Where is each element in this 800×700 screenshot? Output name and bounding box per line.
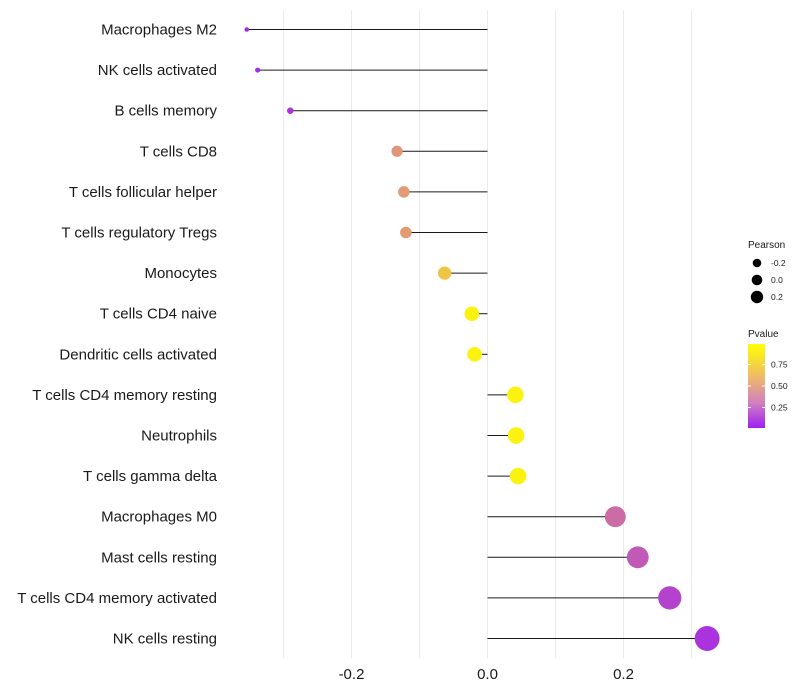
legend-pvalue: Pvalue 0.75 0.50 0.25 [748, 329, 788, 428]
category-label: NK cells activated [98, 62, 217, 79]
category-label: T cells CD4 memory activated [17, 590, 217, 607]
lollipop-point [626, 546, 649, 569]
lollipop-point [244, 27, 250, 32]
lollipop-point [287, 107, 294, 114]
legend-size-label: -0.2 [771, 258, 786, 268]
category-label: Mast cells resting [101, 549, 217, 566]
category-label: Neutrophils [141, 428, 217, 445]
x-tick-label: -0.2 [339, 666, 365, 683]
legend-color-label: 0.50 [771, 381, 788, 391]
category-label: T cells CD8 [140, 143, 217, 160]
category-label: T cells CD4 memory resting [32, 387, 217, 404]
category-label: Dendritic cells activated [59, 346, 217, 363]
category-labels: Macrophages M2 NK cells activated B cells … [17, 22, 217, 648]
legend-size-dot [752, 258, 762, 268]
category-label: T cells regulatory Tregs [61, 225, 217, 242]
category-label: T cells follicular helper [69, 184, 217, 201]
category-label: Macrophages M2 [101, 22, 217, 39]
x-axis-ticks: -0.2 0.0 0.2 [339, 666, 634, 683]
category-label: T cells CD4 naive [100, 306, 217, 323]
lollipop-point [694, 626, 720, 651]
lollipop-point [400, 226, 412, 239]
lollipop-point [604, 506, 626, 528]
lollipop-point [464, 306, 480, 321]
lollipop-points [244, 27, 720, 651]
lollipop-point [391, 145, 403, 157]
lollipop-sticks [246, 29, 708, 639]
legend-color-label: 0.25 [771, 402, 788, 412]
category-label: Macrophages M0 [101, 509, 217, 526]
legend-size-dot [750, 290, 764, 304]
x-tick-label: 0.0 [477, 666, 498, 683]
legend-color-label: 0.75 [771, 360, 788, 370]
category-label: NK cells resting [113, 631, 217, 648]
legend-size-label: 0.0 [771, 275, 783, 285]
category-label: T cells gamma delta [83, 468, 218, 485]
gridlines [283, 10, 692, 658]
lollipop-point [507, 386, 524, 404]
lollipop-point [438, 266, 452, 280]
legend-size-dot [751, 274, 763, 286]
legend-colorbar [748, 344, 765, 428]
legend-title: Pearson [748, 240, 785, 251]
lollipop-point [509, 467, 527, 485]
lollipop-point [255, 67, 261, 73]
lollipop-point [507, 427, 525, 444]
legend-size-label: 0.2 [771, 292, 783, 302]
lollipop-point [658, 586, 682, 610]
legend-pearson: Pearson -0.2 0.0 0.2 [748, 240, 786, 304]
category-label: Monocytes [144, 265, 217, 282]
x-tick-label: 0.2 [613, 666, 634, 683]
lollipop-point [467, 346, 482, 362]
legend-title: Pvalue [748, 329, 779, 340]
lollipop-point [398, 186, 410, 198]
category-label: B cells memory [114, 103, 217, 120]
